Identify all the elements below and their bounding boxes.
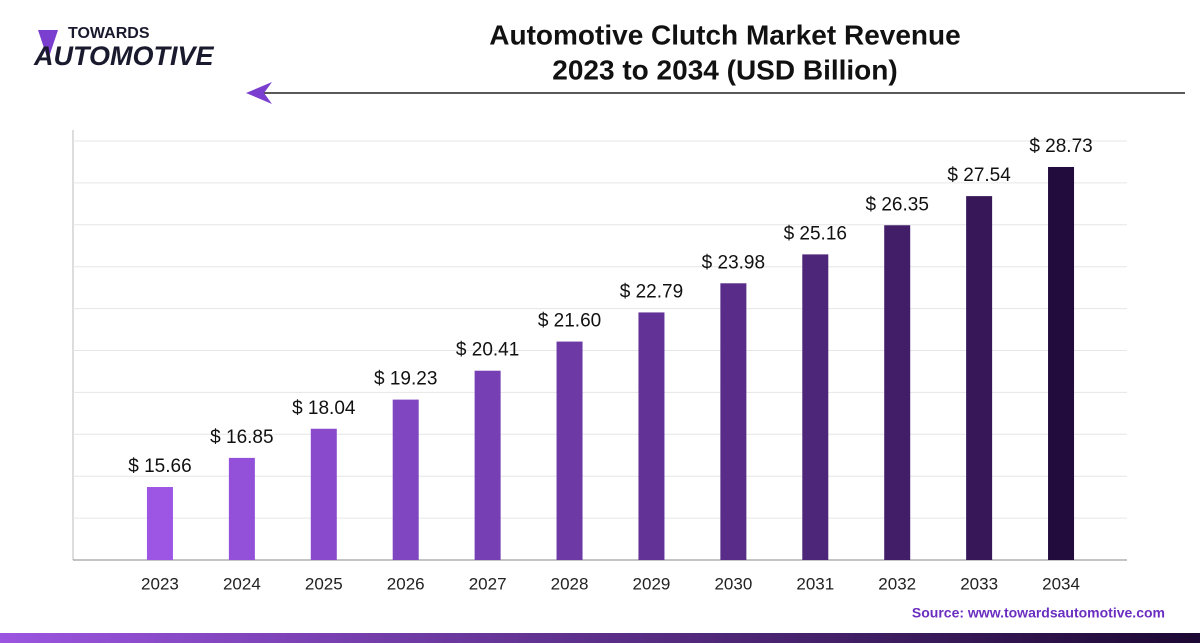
bar <box>474 370 501 560</box>
x-tick-label: 2028 <box>551 574 589 593</box>
bar <box>884 225 911 560</box>
bar <box>1048 166 1075 561</box>
x-tick-label: 2030 <box>714 574 752 593</box>
bar <box>556 341 583 560</box>
x-tick-label: 2029 <box>633 574 671 593</box>
x-tick-label: 2026 <box>387 574 425 593</box>
bar <box>802 254 829 560</box>
x-tick-label: 2033 <box>960 574 998 593</box>
x-tick-label: 2034 <box>1042 574 1080 593</box>
header-arrow <box>246 82 272 104</box>
chart-subtitle: 2023 to 2034 (USD Billion) <box>552 54 897 85</box>
value-label: $ 19.23 <box>374 369 437 390</box>
value-label: $ 18.04 <box>292 398 356 419</box>
logo-line2: AUTOMOTIVE <box>33 41 214 71</box>
value-label: $ 25.16 <box>784 223 847 244</box>
x-tick-label: 2024 <box>223 574 261 593</box>
bar <box>720 283 747 560</box>
logo-icon <box>38 30 58 60</box>
bar <box>310 428 337 560</box>
value-label: $ 16.85 <box>210 427 273 448</box>
value-label: $ 28.73 <box>1029 136 1092 157</box>
value-label: $ 23.98 <box>702 252 765 273</box>
bar <box>392 399 419 560</box>
x-tick-label: 2027 <box>469 574 507 593</box>
x-tick-label: 2031 <box>796 574 834 593</box>
x-tick-label: 2025 <box>305 574 343 593</box>
bar <box>638 312 665 560</box>
bar <box>146 487 173 560</box>
x-tick-label: 2032 <box>878 574 916 593</box>
footer-strip <box>0 633 1200 643</box>
chart-title: Automotive Clutch Market Revenue <box>489 19 960 50</box>
bar <box>228 457 255 560</box>
value-label: $ 20.41 <box>456 340 519 361</box>
value-label: $ 27.54 <box>947 165 1011 186</box>
value-label: $ 15.66 <box>128 456 191 477</box>
logo-line1: TOWARDS <box>68 25 150 42</box>
source: Source: www.towardsautomotive.com <box>912 605 1165 621</box>
bar <box>966 196 993 560</box>
value-label: $ 22.79 <box>620 281 683 302</box>
value-label: $ 21.60 <box>538 311 601 332</box>
value-label: $ 26.35 <box>866 194 929 215</box>
x-tick-label: 2023 <box>141 574 179 593</box>
